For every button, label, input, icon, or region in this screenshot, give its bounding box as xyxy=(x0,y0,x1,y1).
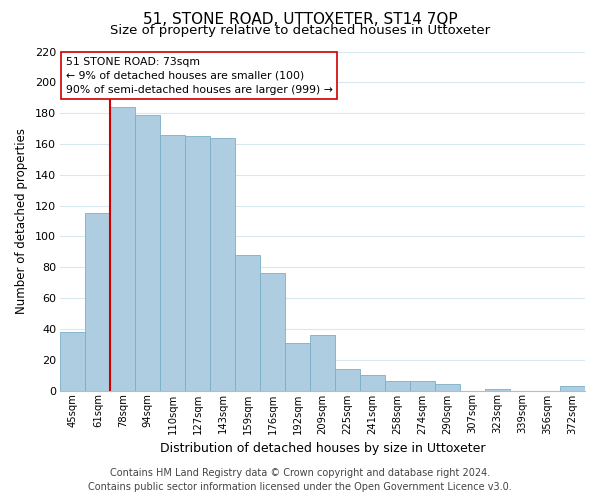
Bar xyxy=(410,382,435,390)
Bar xyxy=(435,384,460,390)
Y-axis label: Number of detached properties: Number of detached properties xyxy=(15,128,28,314)
Text: Size of property relative to detached houses in Uttoxeter: Size of property relative to detached ho… xyxy=(110,24,490,37)
Bar xyxy=(61,332,85,390)
Bar xyxy=(210,138,235,390)
Text: Contains HM Land Registry data © Crown copyright and database right 2024.
Contai: Contains HM Land Registry data © Crown c… xyxy=(88,468,512,492)
Bar xyxy=(185,136,210,390)
Bar xyxy=(160,134,185,390)
X-axis label: Distribution of detached houses by size in Uttoxeter: Distribution of detached houses by size … xyxy=(160,442,485,455)
Text: 51, STONE ROAD, UTTOXETER, ST14 7QP: 51, STONE ROAD, UTTOXETER, ST14 7QP xyxy=(143,12,457,28)
Bar xyxy=(485,389,510,390)
Bar xyxy=(310,335,335,390)
Bar xyxy=(136,114,160,390)
Bar xyxy=(235,255,260,390)
Bar xyxy=(560,386,585,390)
Bar xyxy=(85,214,110,390)
Bar xyxy=(285,342,310,390)
Bar xyxy=(110,107,136,391)
Bar xyxy=(260,274,285,390)
Bar xyxy=(360,375,385,390)
Bar xyxy=(385,382,410,390)
Text: 51 STONE ROAD: 73sqm
← 9% of detached houses are smaller (100)
90% of semi-detac: 51 STONE ROAD: 73sqm ← 9% of detached ho… xyxy=(65,56,332,94)
Bar xyxy=(335,369,360,390)
